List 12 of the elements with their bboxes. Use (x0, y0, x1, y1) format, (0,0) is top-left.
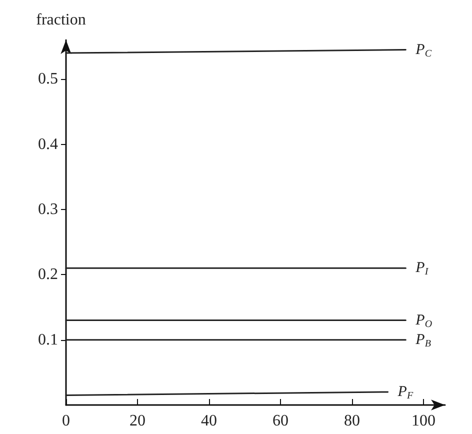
y-tick-label: 0.4 (38, 136, 58, 153)
x-tick-label: 40 (201, 412, 218, 430)
y-axis-title: fraction (36, 12, 86, 28)
x-tick-label: 0 (62, 412, 70, 430)
y-tick-label: 0.3 (38, 200, 58, 218)
y-tick-label: 0.2 (38, 266, 58, 284)
x-tick-label: 60 (272, 412, 289, 430)
y-tick-label: 0.5 (38, 70, 58, 88)
x-tick-label: 100 (412, 412, 436, 430)
x-tick-label: 80 (344, 412, 360, 430)
x-tick-label: 20 (130, 412, 146, 430)
y-tick-label: 0.1 (38, 331, 58, 348)
